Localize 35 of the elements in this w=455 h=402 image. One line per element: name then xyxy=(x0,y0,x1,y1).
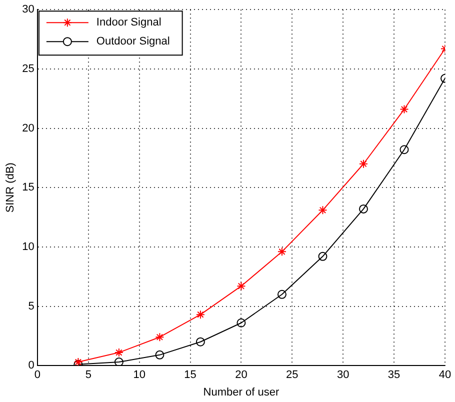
point xyxy=(155,332,164,342)
y-tick-label: 25 xyxy=(22,62,34,75)
point xyxy=(196,337,205,346)
legend-label: Indoor Signal xyxy=(96,16,162,29)
x-tick-label: 5 xyxy=(85,369,92,382)
point xyxy=(400,104,409,114)
point xyxy=(114,358,124,366)
x-tick-label: 35 xyxy=(388,369,400,382)
x-tick-label: 40 xyxy=(438,369,452,382)
y-tick-label: 20 xyxy=(22,122,34,134)
y-tick-label: 30 xyxy=(22,4,34,16)
point xyxy=(277,290,286,299)
point xyxy=(318,206,328,215)
point xyxy=(400,145,409,154)
legend-label: Outdoor Signal xyxy=(96,36,170,48)
point xyxy=(196,310,205,320)
x-tick-label: 20 xyxy=(235,369,248,382)
y-tick-label: 15 xyxy=(22,182,34,194)
x-axis-title: Number of user xyxy=(203,386,280,398)
x-tick-label: 10 xyxy=(133,369,146,382)
y-tick-label: 0 xyxy=(28,360,34,372)
point xyxy=(358,204,368,214)
point xyxy=(277,247,286,256)
point xyxy=(358,159,368,168)
point xyxy=(114,348,124,358)
point xyxy=(236,282,246,291)
point xyxy=(236,318,246,328)
x-tick-label: 30 xyxy=(336,369,350,382)
y-tick-label: 10 xyxy=(22,240,34,253)
x-tick-label: 15 xyxy=(184,369,196,382)
y-axis-title: SINR (dB) xyxy=(4,162,17,213)
point xyxy=(318,252,328,261)
x-tick-label: 25 xyxy=(286,369,298,382)
y-tick-label: 5 xyxy=(28,300,34,312)
point xyxy=(155,350,164,360)
